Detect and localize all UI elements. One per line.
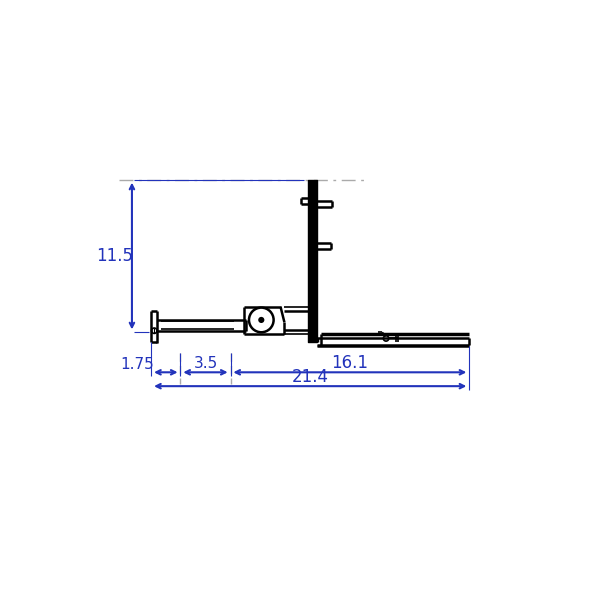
Text: 3.5: 3.5 [193, 356, 218, 371]
Circle shape [249, 308, 274, 332]
Text: 16.1: 16.1 [331, 354, 368, 372]
Circle shape [258, 317, 265, 323]
Text: 11.5: 11.5 [97, 247, 133, 265]
Text: 1.75: 1.75 [121, 357, 154, 372]
Text: 21.4: 21.4 [292, 368, 329, 386]
